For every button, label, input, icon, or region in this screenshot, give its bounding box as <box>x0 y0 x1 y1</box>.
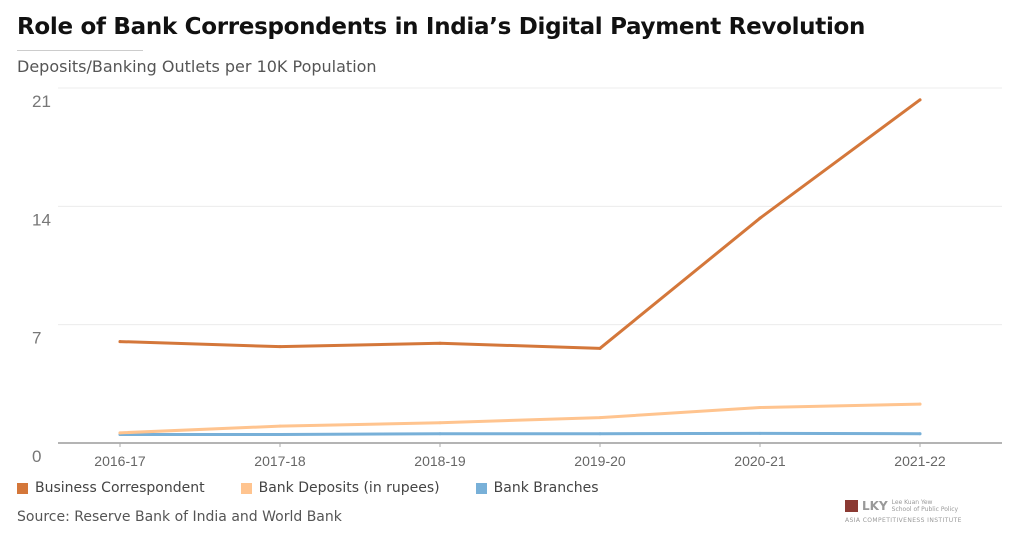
chart-title: Role of Bank Correspondents in India’s D… <box>17 14 866 40</box>
logo-square <box>845 500 858 512</box>
data-point <box>438 341 442 345</box>
series-line-business-correspondent <box>118 98 922 350</box>
data-point <box>278 433 282 437</box>
legend-label: Business Correspondent <box>35 480 205 496</box>
data-point <box>278 345 282 349</box>
data-point <box>758 406 762 409</box>
logo-line1: Lee Kuan Yew <box>891 499 933 506</box>
x-tick-label: 2020-21 <box>734 453 786 469</box>
legend-item-business-correspondent[interactable]: Business Correspondent <box>17 480 205 496</box>
y-tick-label: 21 <box>32 92 51 111</box>
logo-mark: LKY <box>862 499 888 513</box>
logo-subtext: ASIA COMPETITIVENESS INSTITUTE <box>845 517 962 524</box>
line-chart: 0 7 14 21 2016-17 2017-18 2018-19 2019-20 2020-2… <box>32 87 1002 469</box>
logo-top-row: LKY Lee Kuan Yew School of Public Policy <box>845 498 962 514</box>
series-line-bank-deposits-in-rupees- <box>118 402 922 435</box>
data-point <box>598 432 602 436</box>
legend-label: Bank Branches <box>493 480 599 496</box>
logo-text: Lee Kuan Yew School of Public Policy <box>892 499 958 513</box>
y-tick-label: 0 <box>32 447 41 466</box>
legend-label: Bank Deposits (in rupees) <box>258 480 440 496</box>
data-point <box>758 216 762 220</box>
chart-subtitle: Deposits/Banking Outlets per 10K Populat… <box>17 57 377 76</box>
data-point <box>118 431 122 435</box>
source-note: Source: Reserve Bank of India and World … <box>17 509 342 525</box>
legend-swatch <box>17 482 28 494</box>
x-tick-label: 2017-18 <box>254 453 306 469</box>
data-point <box>438 421 442 425</box>
legend-swatch <box>475 482 487 494</box>
data-point <box>438 432 442 436</box>
y-tick-label: 14 <box>32 210 51 229</box>
x-tick-label: 2019-20 <box>574 453 626 469</box>
title-divider <box>17 50 143 51</box>
data-point <box>598 416 602 420</box>
y-tick-label: 7 <box>32 329 41 348</box>
lky-logo: LKY Lee Kuan Yew School of Public Policy… <box>845 498 962 525</box>
series-line-bank-branches <box>118 431 922 437</box>
data-point <box>918 402 922 406</box>
data-point <box>918 98 922 102</box>
x-tick-label: 2018-19 <box>414 453 466 469</box>
x-tick-label: 2021-22 <box>894 453 946 469</box>
legend-swatch <box>240 482 252 494</box>
data-point <box>278 424 282 428</box>
data-point <box>758 431 762 435</box>
legend: Business Correspondent Bank Deposits (in… <box>17 480 599 496</box>
legend-item-bank-branches[interactable]: Bank Branches <box>475 480 599 496</box>
data-point <box>918 432 922 436</box>
logo-line2: School of Public Policy <box>891 506 959 513</box>
x-tick-label: 2016-17 <box>94 453 146 469</box>
data-point <box>118 340 122 344</box>
legend-item-bank-deposits[interactable]: Bank Deposits (in rupees) <box>240 480 440 496</box>
data-point <box>598 346 602 350</box>
